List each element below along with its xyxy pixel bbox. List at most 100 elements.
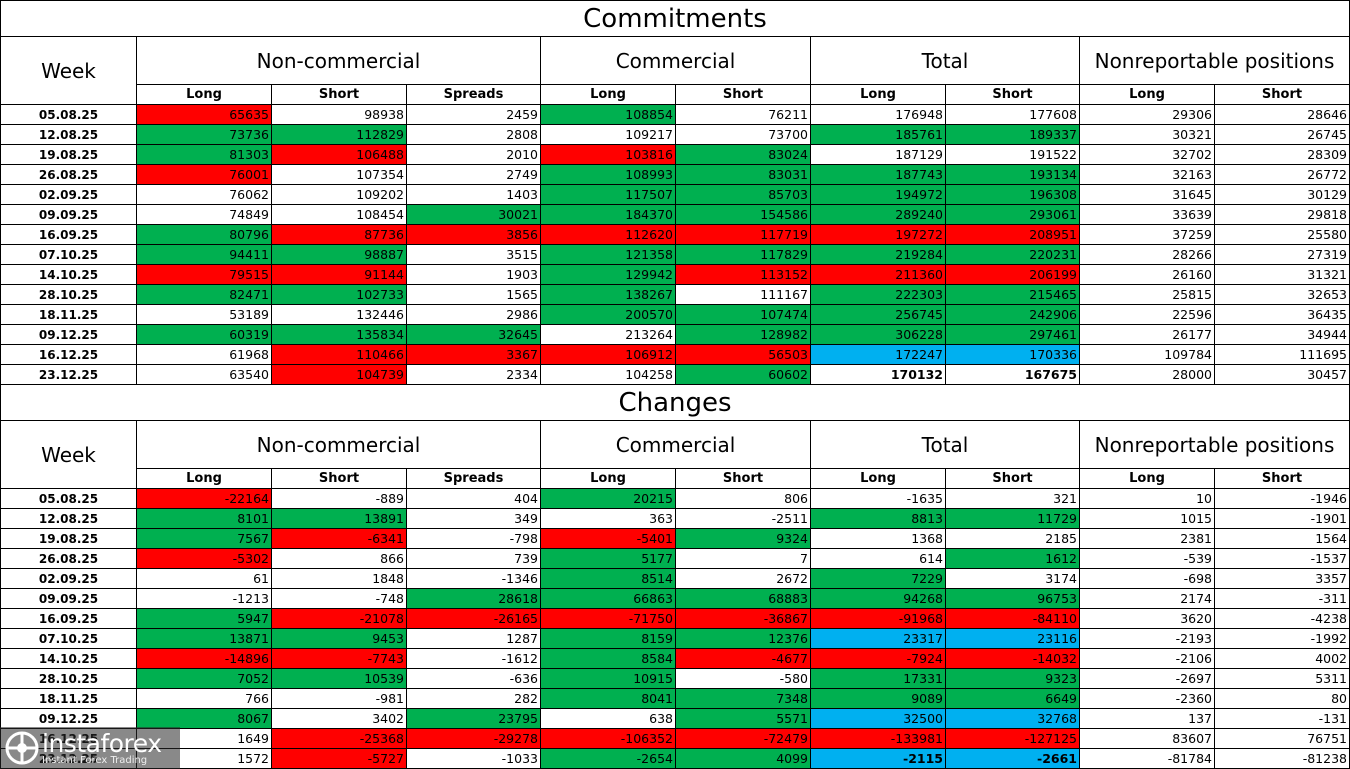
- value-cell: -1537: [1215, 549, 1350, 569]
- week-cell: 09.09.25: [1, 589, 137, 609]
- value-cell: -131: [1215, 709, 1350, 729]
- value-cell: 25580: [1215, 225, 1350, 245]
- value-cell: -1635: [811, 489, 946, 509]
- value-cell: 83607: [1080, 729, 1215, 749]
- value-cell: 117507: [541, 185, 676, 205]
- value-cell: 29306: [1080, 105, 1215, 125]
- value-cell: -539: [1080, 549, 1215, 569]
- value-cell: 3357: [1215, 569, 1350, 589]
- value-cell: 28309: [1215, 145, 1350, 165]
- value-cell: -2661: [946, 749, 1080, 769]
- value-cell: 1612: [946, 549, 1080, 569]
- value-cell: 82471: [137, 285, 272, 305]
- value-cell: 110466: [272, 345, 407, 365]
- value-cell: 76751: [1215, 729, 1350, 749]
- value-cell: 11729: [946, 509, 1080, 529]
- value-cell: 9089: [811, 689, 946, 709]
- value-cell: 17331: [811, 669, 946, 689]
- week-cell: 28.10.25: [1, 285, 137, 305]
- sub-header: Long: [541, 469, 676, 489]
- value-cell: 4002: [1215, 649, 1350, 669]
- sub-header: Long: [541, 85, 676, 105]
- value-cell: -2115: [811, 749, 946, 769]
- group-header: Nonreportable positions: [1080, 421, 1350, 469]
- value-cell: 7348: [676, 689, 811, 709]
- value-cell: 26177: [1080, 325, 1215, 345]
- value-cell: 117829: [676, 245, 811, 265]
- value-cell: -72479: [676, 729, 811, 749]
- value-cell: -127125: [946, 729, 1080, 749]
- value-cell: 222303: [811, 285, 946, 305]
- value-cell: -133981: [811, 729, 946, 749]
- watermark-logo: [5, 731, 39, 765]
- group-header: Total: [811, 37, 1080, 85]
- value-cell: 256745: [811, 305, 946, 325]
- value-cell: 8514: [541, 569, 676, 589]
- value-cell: 113152: [676, 265, 811, 285]
- value-cell: 2381: [1080, 529, 1215, 549]
- value-cell: 206199: [946, 265, 1080, 285]
- value-cell: 28618: [407, 589, 541, 609]
- value-cell: 28266: [1080, 245, 1215, 265]
- value-cell: 73700: [676, 125, 811, 145]
- value-cell: 73736: [137, 125, 272, 145]
- value-cell: 1564: [1215, 529, 1350, 549]
- value-cell: 297461: [946, 325, 1080, 345]
- week-cell: 26.08.25: [1, 549, 137, 569]
- value-cell: 349: [407, 509, 541, 529]
- value-cell: -21078: [272, 609, 407, 629]
- value-cell: 219284: [811, 245, 946, 265]
- sub-header: Long: [811, 85, 946, 105]
- value-cell: 94268: [811, 589, 946, 609]
- value-cell: -636: [407, 669, 541, 689]
- week-cell: 07.10.25: [1, 629, 137, 649]
- value-cell: 3515: [407, 245, 541, 265]
- value-cell: 7: [676, 549, 811, 569]
- week-cell: 02.09.25: [1, 185, 137, 205]
- value-cell: 193134: [946, 165, 1080, 185]
- value-cell: -14032: [946, 649, 1080, 669]
- value-cell: 187743: [811, 165, 946, 185]
- value-cell: 1015: [1080, 509, 1215, 529]
- value-cell: 2986: [407, 305, 541, 325]
- week-cell: 28.10.25: [1, 669, 137, 689]
- value-cell: 32768: [946, 709, 1080, 729]
- week-cell: 05.08.25: [1, 105, 137, 125]
- value-cell: 109202: [272, 185, 407, 205]
- value-cell: 29818: [1215, 205, 1350, 225]
- week-cell: 05.08.25: [1, 489, 137, 509]
- value-cell: 53189: [137, 305, 272, 325]
- value-cell: 187129: [811, 145, 946, 165]
- value-cell: 242906: [946, 305, 1080, 325]
- value-cell: 6649: [946, 689, 1080, 709]
- value-cell: 170132: [811, 365, 946, 385]
- value-cell: 2459: [407, 105, 541, 125]
- group-header: Nonreportable positions: [1080, 37, 1350, 85]
- value-cell: 60602: [676, 365, 811, 385]
- value-cell: -798: [407, 529, 541, 549]
- value-cell: 213264: [541, 325, 676, 345]
- value-cell: -29278: [407, 729, 541, 749]
- value-cell: 8101: [137, 509, 272, 529]
- value-cell: 176948: [811, 105, 946, 125]
- value-cell: 13891: [272, 509, 407, 529]
- value-cell: 189337: [946, 125, 1080, 145]
- value-cell: 87736: [272, 225, 407, 245]
- value-cell: 289240: [811, 205, 946, 225]
- value-cell: 3367: [407, 345, 541, 365]
- value-cell: -1033: [407, 749, 541, 769]
- value-cell: 106488: [272, 145, 407, 165]
- value-cell: 30129: [1215, 185, 1350, 205]
- week-cell: 09.09.25: [1, 205, 137, 225]
- value-cell: 23795: [407, 709, 541, 729]
- value-cell: -2697: [1080, 669, 1215, 689]
- value-cell: 61968: [137, 345, 272, 365]
- group-header: Non-commercial: [137, 37, 541, 85]
- value-cell: 766: [137, 689, 272, 709]
- value-cell: 25815: [1080, 285, 1215, 305]
- week-cell: 16.09.25: [1, 225, 137, 245]
- value-cell: 8584: [541, 649, 676, 669]
- value-cell: 1565: [407, 285, 541, 305]
- week-cell: 09.12.25: [1, 325, 137, 345]
